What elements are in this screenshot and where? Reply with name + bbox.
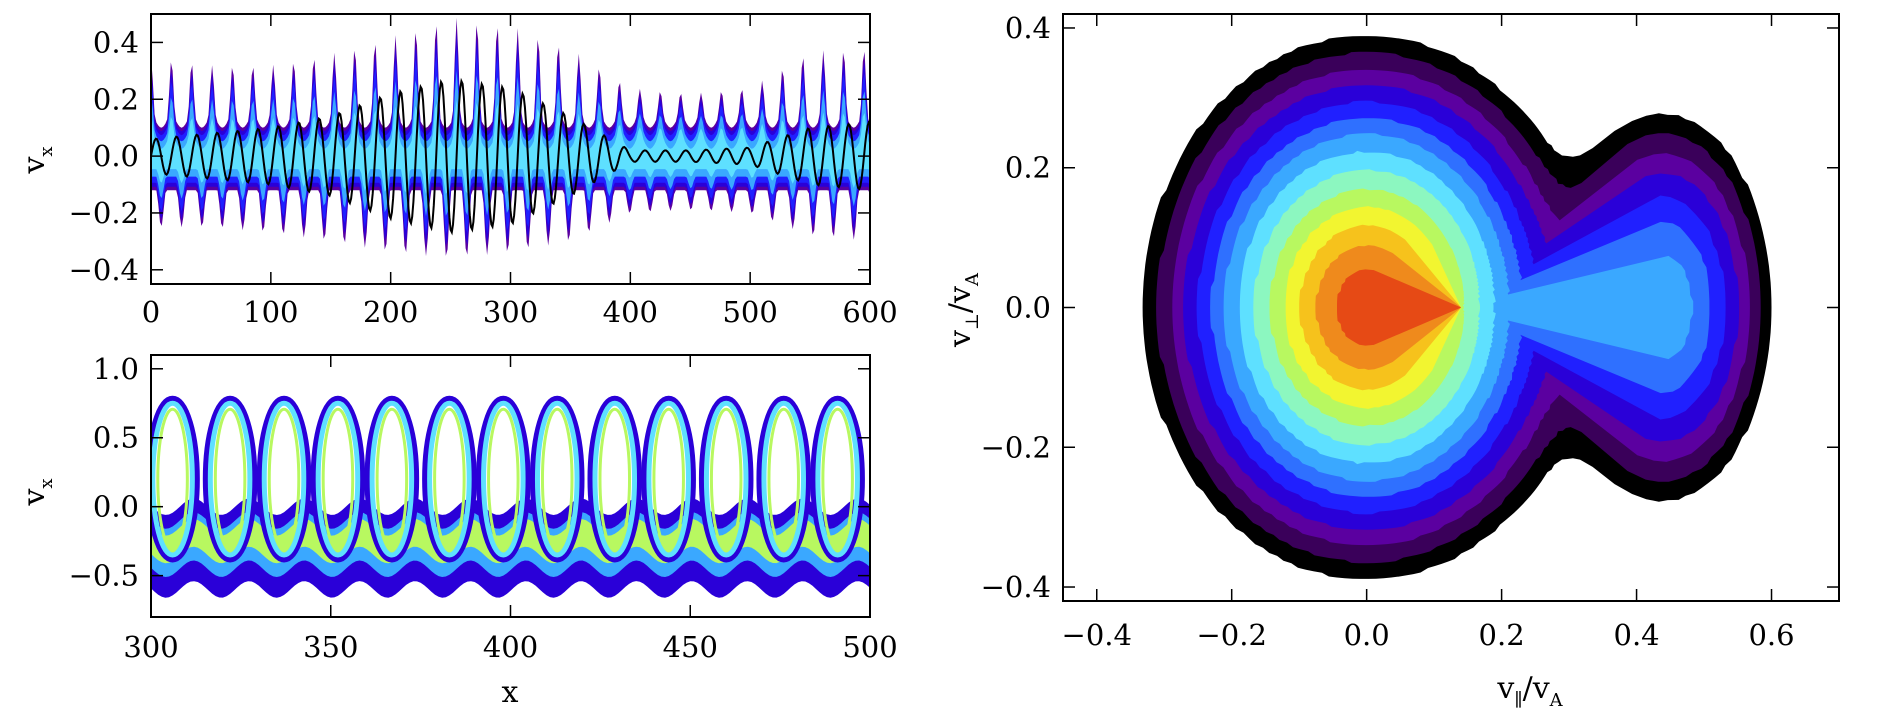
panel-b-vortex-mid (315, 400, 361, 558)
panel-b-xtick-label: 500 (842, 630, 897, 664)
panel-a-ytick-label: 0.2 (93, 82, 139, 116)
panel-c-ytick-label: −0.4 (981, 570, 1051, 604)
panel-a-xtick-label: 500 (722, 295, 777, 329)
panel-a-plot-area (151, 17, 870, 257)
panel-b-ytick-label: 1.0 (93, 352, 139, 386)
panel-c-ytick-label: −0.2 (981, 430, 1051, 464)
panel-a-xtick-label: 300 (483, 295, 538, 329)
panel-b-vortex-mid (592, 400, 638, 558)
panel-b-vortex-inner (821, 407, 854, 551)
panel-b-vortex-inner (433, 407, 466, 551)
panel-b-vortex-mid (207, 400, 253, 558)
panel-b-vortex-inner (767, 407, 800, 551)
panel-c-contour-level-13 (1337, 269, 1462, 346)
panel-c: −0.4 −0.2 0.0 0.2 0.4 0.6 −0.4 −0.2 0.0 0.2 0.4 v⊥… (943, 11, 1840, 709)
panel-b-vortex-mid (369, 400, 415, 558)
panel-c-xtick-label: 0.0 (1344, 618, 1390, 652)
panel-b-vortex-outer (422, 395, 477, 563)
panel-b-vortex-outer (698, 395, 754, 563)
panel-b-vortex-mid (646, 400, 691, 558)
panel-b-vortex-outer (641, 395, 696, 563)
panel-c-ytick-label: 0.0 (1005, 291, 1051, 325)
panel-c-xtick-label: −0.4 (1062, 618, 1132, 652)
panel-b-vortex-inner (709, 407, 743, 551)
panel-b-plot-area (151, 395, 870, 598)
panel-b-vortex-inner (321, 407, 355, 551)
panel-a: 0 100 200 300 400 500 600 −0.4 −0.2 0.0 0.2 0.4 vx (17, 13, 898, 329)
panel-b-vortex-outer (151, 395, 200, 563)
panel-c-ylabel: v⊥/vA (943, 272, 983, 348)
panel-b-vortex-mid (534, 400, 580, 558)
panel-b-xtick-label: 350 (303, 630, 358, 664)
panel-b-ytick-label: 0.5 (93, 421, 139, 455)
panel-c-xtick-label: 0.6 (1748, 618, 1794, 652)
panel-a-ylabel: vx (17, 146, 57, 174)
panel-c-xlabel: v∥/vA (1496, 671, 1563, 709)
panel-b-xlabel: x (502, 675, 519, 709)
panel-a-xtick-label: 100 (243, 295, 298, 329)
panel-b-vortex-mid (151, 400, 195, 558)
panel-b-vortex-outer (310, 395, 366, 563)
panel-b-xtick-label: 400 (483, 630, 538, 664)
panel-b-vortex-mid (427, 400, 472, 558)
panel-b-vortex-inner (652, 407, 685, 551)
panel-b-vortex-outer (476, 395, 531, 563)
panel-a-xtick-label: 400 (603, 295, 658, 329)
panel-a-contour-level-4 (151, 100, 870, 195)
panel-b-vortex-inner (267, 407, 301, 551)
panel-b-xtick-label: 300 (123, 630, 178, 664)
panel-b-vortex-mid (261, 400, 307, 558)
panel-a-xtick-label: 0 (142, 295, 160, 329)
panel-c-xtick-label: −0.2 (1196, 618, 1266, 652)
panel-c-ytick-label: 0.2 (1005, 151, 1051, 185)
panel-b-vortex-mid (481, 400, 526, 558)
panel-a-xtick-label: 600 (842, 295, 897, 329)
panel-a-mean-line (151, 77, 870, 236)
panel-b-vortex-inner (213, 407, 247, 551)
panel-b-vortex-outer (529, 395, 585, 563)
panel-b-vortex-inner (487, 407, 520, 551)
panel-a-ytick-label: −0.4 (69, 253, 139, 287)
panel-c-ticks: −0.4 −0.2 0.0 0.2 0.4 0.6 −0.4 −0.2 0.0 0.2 0.4 (981, 11, 1839, 652)
panel-c-ytick-label: 0.4 (1005, 11, 1051, 45)
panel-b-vortex-mid (815, 400, 860, 558)
panel-b-ticks: 300 350 400 450 500 −0.5 0.0 0.5 1.0 (69, 352, 898, 664)
panel-b-ytick-label: −0.5 (69, 559, 139, 593)
panel-a-ticks: 0 100 200 300 400 500 600 −0.4 −0.2 0.0 0.2 0.4 (69, 14, 898, 329)
panel-b-vortex-mid (703, 400, 749, 558)
panel-b-vortex-mid (761, 400, 806, 558)
panel-a-ytick-label: 0.4 (93, 25, 139, 59)
panel-b-vortex-outer (587, 395, 643, 563)
panel-b-vortex-inner (598, 407, 632, 551)
panel-c-xtick-label: 0.2 (1479, 618, 1525, 652)
panel-b-vortex-outer (256, 395, 312, 563)
panel-b-xtick-label: 450 (663, 630, 718, 664)
panel-a-ytick-label: 0.0 (93, 139, 139, 173)
panel-b-vortex-inner (375, 407, 409, 551)
panel-c-xtick-label: 0.4 (1614, 618, 1660, 652)
panel-b: 300 350 400 450 500 −0.5 0.0 0.5 1.0 vx x (17, 352, 898, 709)
panel-b-ylabel: vx (17, 478, 57, 506)
panel-b-vortex-inner (540, 407, 574, 551)
panel-b-vortex-inner (156, 407, 189, 551)
panel-b-vortex-outer (756, 395, 811, 563)
panel-a-ytick-label: −0.2 (69, 196, 139, 230)
panel-a-contour-level-3 (151, 70, 870, 217)
panel-b-ytick-label: 0.0 (93, 490, 139, 524)
panel-b-vortex-outer (810, 395, 865, 563)
panel-b-vortex-outer (364, 395, 420, 563)
panel-c-plot-area (1142, 36, 1772, 579)
panel-b-vortex-outer (202, 395, 258, 563)
panel-a-xtick-label: 200 (363, 295, 418, 329)
